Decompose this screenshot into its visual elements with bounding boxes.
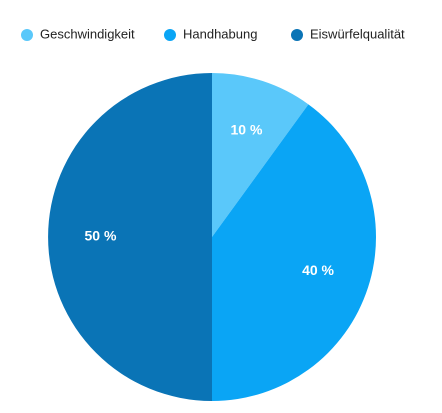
slice-label: 40 % — [302, 262, 334, 278]
pie-slice — [212, 104, 376, 401]
legend-marker — [291, 29, 303, 41]
legend-label: Geschwindigkeit — [40, 26, 135, 41]
legend-label: Handhabung — [183, 26, 257, 41]
legend-marker — [164, 29, 176, 41]
slice-label: 10 % — [231, 122, 263, 138]
legend-label: Eiswürfelqualität — [310, 26, 405, 41]
legend-marker — [21, 29, 33, 41]
slice-label: 50 % — [85, 228, 117, 244]
pie-slice — [212, 73, 309, 237]
pie-slice — [48, 73, 212, 401]
